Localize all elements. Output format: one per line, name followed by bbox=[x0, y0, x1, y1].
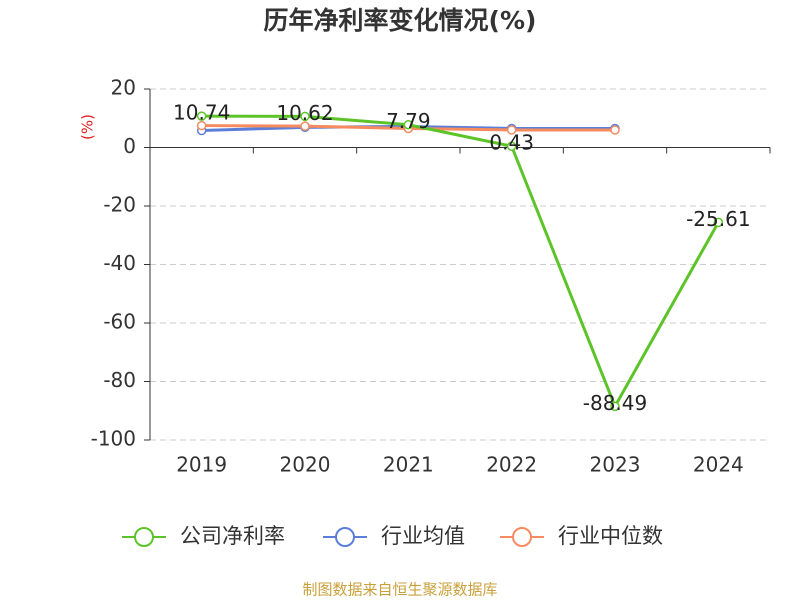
source-note: 制图数据来自恒生聚源数据库 bbox=[302, 581, 497, 599]
y-tick-label: -20 bbox=[103, 193, 136, 217]
data-label: 0.43 bbox=[489, 131, 534, 155]
data-point bbox=[300, 111, 310, 122]
data-point bbox=[300, 121, 310, 131]
x-tick-label: 2019 bbox=[176, 453, 227, 477]
data-point bbox=[713, 217, 724, 228]
legend-label: 行业中位数 bbox=[558, 524, 663, 548]
y-tick-label: 20 bbox=[111, 76, 136, 100]
y-tick-label: 0 bbox=[123, 134, 136, 158]
data-label: -88.49 bbox=[583, 391, 647, 415]
data-label: -25.61 bbox=[686, 207, 750, 231]
y-tick-label: -60 bbox=[103, 310, 136, 334]
data-label: 7.79 bbox=[386, 109, 431, 133]
x-tick-label: 2024 bbox=[693, 453, 744, 477]
x-tick-label: 2020 bbox=[280, 453, 331, 477]
data-point bbox=[506, 125, 517, 135]
x-tick-label: 2023 bbox=[590, 453, 641, 477]
y-tick-label: -80 bbox=[103, 368, 136, 392]
y-tick-label: -100 bbox=[91, 427, 136, 451]
legend-marker bbox=[134, 527, 154, 547]
x-tick-label: 2021 bbox=[383, 453, 434, 477]
y-axis-label: (%) bbox=[79, 114, 97, 140]
data-point bbox=[403, 119, 414, 130]
data-point bbox=[506, 141, 517, 151]
data-label: 10.74 bbox=[173, 101, 230, 125]
chart-title: 历年净利率变化情况(%) bbox=[264, 6, 537, 35]
data-point bbox=[610, 401, 620, 412]
data-label: 10.62 bbox=[276, 101, 333, 125]
data-point bbox=[196, 111, 207, 121]
data-point bbox=[196, 120, 207, 131]
legend-marker bbox=[512, 527, 532, 547]
x-tick-label: 2022 bbox=[486, 453, 537, 477]
legend-marker bbox=[335, 527, 355, 547]
legend-label: 公司净利率 bbox=[180, 524, 285, 548]
y-tick-label: -40 bbox=[103, 251, 136, 275]
legend-label: 行业均值 bbox=[381, 524, 465, 548]
series-line bbox=[201, 114, 720, 410]
data-point bbox=[610, 125, 620, 135]
